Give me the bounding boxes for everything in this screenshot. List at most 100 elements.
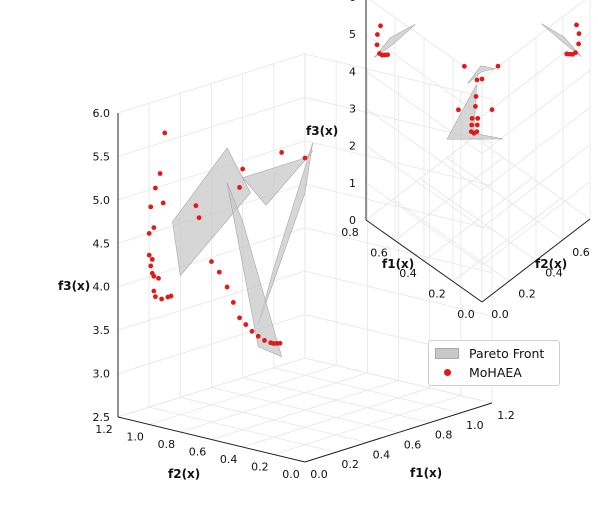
x-tick-label: 0.6 — [370, 247, 388, 260]
floor-gridline-y — [180, 372, 368, 433]
mohaea-point — [474, 122, 480, 128]
mohaea-point — [146, 252, 152, 258]
surface-swatch-icon — [435, 347, 459, 359]
mohaea-point — [564, 51, 570, 57]
mohaea-point — [216, 269, 222, 275]
y-tick-label: 0.4 — [220, 453, 238, 466]
mohaea-point — [237, 315, 242, 321]
mohaea-point — [576, 31, 582, 37]
y-tick-label: 0.8 — [158, 438, 176, 451]
inset-tick-labels: 0.00.20.40.60.80.00.20.40.60.80123456 — [341, 0, 590, 321]
y-tick-label: 0.4 — [545, 267, 563, 280]
x-tick-label: 0.2 — [341, 458, 359, 471]
inset-3d-plot: 0.00.20.40.60.80.00.20.40.60.80123456 f1… — [306, 0, 591, 321]
mohaea-point — [243, 322, 249, 327]
y-tick-label: 0.2 — [251, 461, 269, 474]
inset-xlabel: f1(x) — [382, 257, 414, 271]
mohaea-point — [277, 340, 283, 346]
mohaea-point — [375, 32, 380, 37]
mohaea-point — [262, 337, 267, 343]
main-zlabel: f3(x) — [58, 279, 90, 293]
mohaea-point — [473, 94, 479, 99]
y-axis-line — [481, 218, 591, 303]
floor-gridline-y — [242, 387, 430, 448]
x-tick-label: 0.4 — [373, 448, 391, 461]
mohaea-point — [151, 288, 157, 294]
mohaea-point — [162, 130, 168, 136]
mohaea-point — [279, 150, 285, 155]
mohaea-point — [302, 155, 308, 161]
mohaea-point — [574, 22, 579, 28]
x-tick-label: 1.2 — [497, 409, 515, 422]
mohaea-point — [471, 130, 477, 136]
main-ylabel: f2(x) — [168, 467, 200, 481]
floor-gridline-y — [419, 178, 537, 261]
mohaea-point — [153, 185, 158, 191]
mohaea-point — [230, 300, 236, 305]
z-tick-label: 1 — [349, 177, 356, 190]
mohaea-point — [224, 284, 230, 290]
y-tick-label: 0.0 — [491, 308, 509, 321]
z-tick-label: 6.0 — [93, 107, 111, 120]
mohaea-point — [209, 259, 214, 264]
mohaea-point — [148, 263, 154, 269]
pareto-surface-patch — [446, 84, 504, 140]
legend-item-pareto-front: Pareto Front — [435, 344, 544, 362]
mohaea-point — [153, 294, 158, 300]
mohaea-point — [157, 171, 163, 176]
mohaea-point — [378, 23, 383, 29]
z-tick-label: 6 — [349, 0, 356, 4]
x-tick-label: 0.8 — [435, 429, 453, 442]
y-tick-label: 0.0 — [282, 468, 300, 481]
mohaea-point — [489, 107, 495, 113]
x-tick-label: 0.4 — [399, 267, 417, 280]
mohaea-point — [474, 77, 480, 83]
mohaea-point — [469, 116, 475, 121]
legend-label-mohaea: MoHAEA — [469, 364, 522, 380]
main-axes — [117, 113, 493, 463]
main-gridlines — [117, 53, 493, 463]
mohaea-point — [385, 52, 390, 58]
y-axis-line — [117, 416, 306, 463]
mohaea-point — [475, 115, 481, 121]
y-tick-label: 0.6 — [572, 246, 590, 259]
x-tick-label: 0.0 — [310, 468, 328, 481]
mohaea-point — [249, 328, 255, 334]
main-xlabel-f: f1(x) — [410, 466, 442, 480]
y-tick-label: 1.0 — [126, 431, 144, 444]
y-tick-label: 0.6 — [189, 446, 207, 459]
inset-mohaea-points — [374, 22, 582, 136]
z-tick-label: 0 — [349, 214, 356, 227]
mohaea-point — [168, 293, 174, 299]
floor-gridline-y — [273, 395, 461, 455]
mohaea-point — [462, 63, 467, 69]
x-tick-label: 0.2 — [428, 288, 446, 301]
mohaea-point — [576, 41, 581, 47]
main-xlabel: f1(x) — [410, 466, 442, 480]
pareto-surface-patch — [226, 182, 283, 358]
mohaea-point — [151, 225, 157, 231]
x-tick-label: 1.0 — [466, 419, 484, 432]
main-tick-labels: 0.0 0.2 0.4 0.6 0.8 1.0 1.2 0.0 0.2 0.4 0.6 0.8 1.0 1… — [93, 107, 515, 481]
x-axis-line — [304, 402, 493, 463]
z-tick-label: 5.5 — [93, 150, 111, 163]
x-axis-line — [365, 219, 483, 303]
y-tick-label: 0.2 — [518, 287, 536, 300]
floor-gridline-y — [149, 365, 337, 425]
mohaea-point — [240, 166, 246, 172]
mohaea-point — [237, 185, 242, 190]
z-tick-label: 4 — [349, 65, 356, 78]
mohaea-point — [148, 204, 154, 210]
y-tick-label: 1.2 — [95, 423, 113, 436]
floor-gridline-y — [392, 198, 510, 282]
mohaea-point — [469, 122, 475, 128]
inset-axes — [365, 0, 591, 303]
main-mohaea-points — [146, 130, 308, 346]
mohaea-point — [473, 104, 478, 109]
mohaea-point — [149, 256, 155, 262]
z-tick-label: 5 — [349, 28, 356, 41]
inset-ylabel: f2(x) — [535, 257, 567, 271]
z-tick-label: 4.0 — [93, 281, 111, 294]
mohaea-point — [196, 215, 202, 221]
